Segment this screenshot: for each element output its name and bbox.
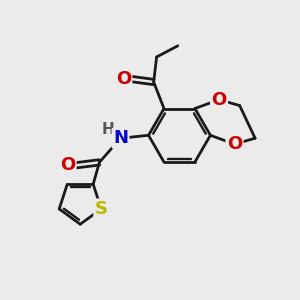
Text: N: N: [113, 129, 128, 147]
Text: O: O: [60, 156, 75, 174]
Text: O: O: [116, 70, 131, 88]
Text: S: S: [95, 200, 108, 218]
Text: O: O: [227, 135, 242, 153]
Text: O: O: [212, 91, 227, 109]
Text: H: H: [102, 122, 115, 137]
